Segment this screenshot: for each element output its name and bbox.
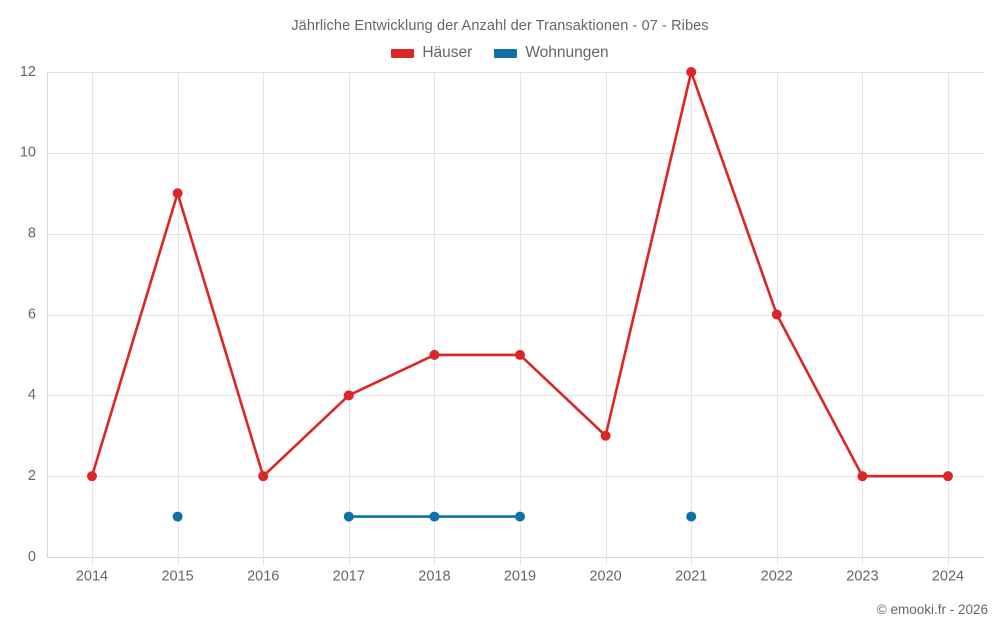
data-point[interactable] xyxy=(87,471,97,482)
y-tick-label: 8 xyxy=(28,225,36,241)
data-point[interactable] xyxy=(515,511,525,522)
y-axis-tick-labels: 0 2 4 6 8 10 12 xyxy=(20,64,36,565)
data-point[interactable] xyxy=(258,471,269,482)
x-axis-tick-labels: 2014 2015 2016 2017 2018 2019 2020 2021 2022 2023… xyxy=(76,569,964,585)
x-tick-label: 2015 xyxy=(161,569,193,585)
legend-item-hauser[interactable]: Häuser xyxy=(391,44,472,62)
data-point[interactable] xyxy=(857,471,868,482)
data-point[interactable] xyxy=(172,188,183,199)
data-point[interactable] xyxy=(686,511,697,522)
data-point[interactable] xyxy=(343,390,354,401)
data-point[interactable] xyxy=(343,511,354,522)
x-tick-label: 2014 xyxy=(76,569,108,585)
legend-item-wohnungen[interactable]: Wohnungen xyxy=(494,44,609,62)
x-tick-label: 2018 xyxy=(418,569,450,585)
x-tick-label: 2019 xyxy=(504,569,536,585)
legend-label-hauser: Häuser xyxy=(422,44,473,61)
axis-layer xyxy=(47,72,985,558)
data-point[interactable] xyxy=(771,309,782,320)
grid-layer xyxy=(47,72,985,565)
data-point[interactable] xyxy=(172,511,183,522)
data-point[interactable] xyxy=(943,471,953,482)
data-point[interactable] xyxy=(515,349,525,360)
series-2 xyxy=(172,511,697,522)
x-tick-label: 2022 xyxy=(761,569,793,585)
series-1 xyxy=(87,67,953,482)
legend-swatch-wohnungen xyxy=(494,48,518,58)
y-tick-label: 2 xyxy=(28,468,36,484)
y-tick-label: 6 xyxy=(28,306,36,322)
y-tick-label: 12 xyxy=(20,64,36,80)
x-tick-label: 2023 xyxy=(846,569,878,585)
y-tick-label: 10 xyxy=(20,145,36,161)
legend-label-wohnungen: Wohnungen xyxy=(525,44,609,61)
x-tick-label: 2016 xyxy=(247,569,279,585)
x-tick-label: 2021 xyxy=(675,569,707,585)
legend-swatch-hauser xyxy=(391,48,415,58)
x-tick-label: 2017 xyxy=(333,569,365,585)
series-layer xyxy=(87,67,953,522)
chart-legend: Häuser Wohnungen xyxy=(0,44,1000,62)
data-point[interactable] xyxy=(600,430,611,441)
data-point[interactable] xyxy=(429,349,440,360)
data-point[interactable] xyxy=(429,511,440,522)
y-tick-label: 0 xyxy=(28,549,36,565)
chart-title: Jährliche Entwicklung der Anzahl der Tra… xyxy=(291,18,709,34)
footer-copyright: © emooki.fr - 2026 xyxy=(876,602,988,617)
x-tick-label: 2024 xyxy=(932,569,964,585)
x-tick-label: 2020 xyxy=(589,569,621,585)
y-tick-label: 4 xyxy=(28,387,36,403)
data-point[interactable] xyxy=(686,67,697,77)
